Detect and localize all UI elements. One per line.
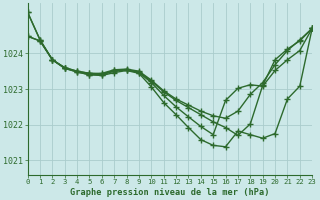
X-axis label: Graphe pression niveau de la mer (hPa): Graphe pression niveau de la mer (hPa) [70, 188, 270, 197]
